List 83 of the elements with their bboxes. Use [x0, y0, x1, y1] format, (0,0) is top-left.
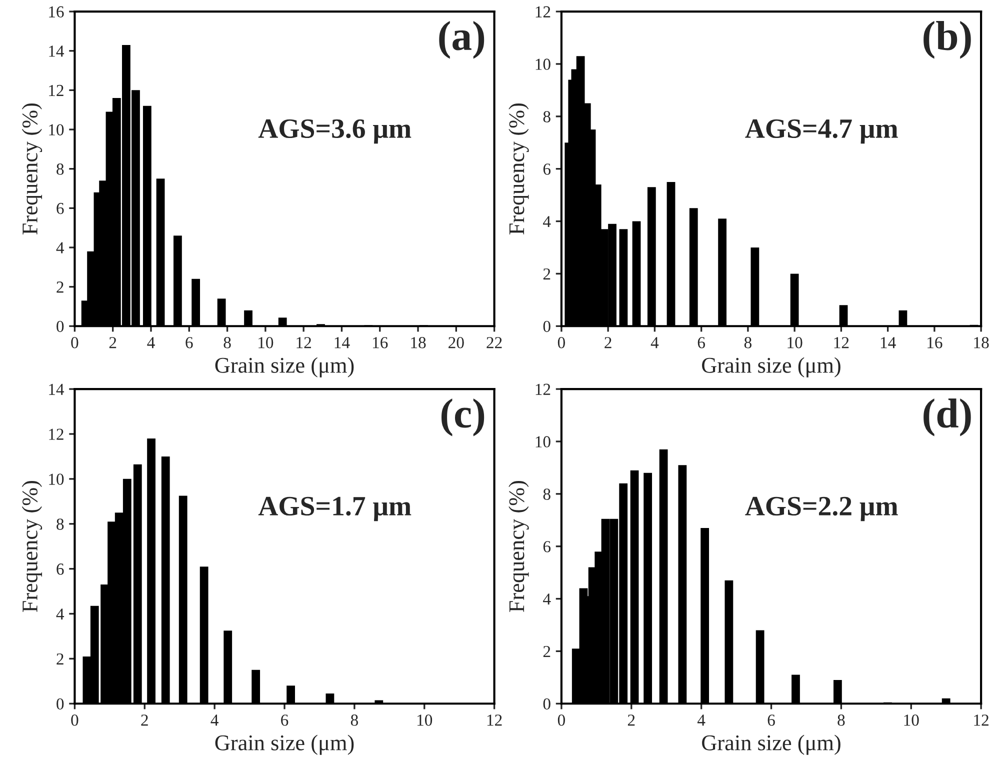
y-tick-label: 8: [56, 518, 64, 530]
y-tick-label: 8: [543, 111, 550, 122]
x-axis-title: Grain size (μm): [215, 734, 354, 755]
x-tick-label: 6: [281, 714, 288, 726]
annotation: (b): [924, 20, 971, 59]
x-tick-label: 10: [788, 337, 802, 348]
x-tick-label: 22: [486, 337, 502, 348]
x-tick-label: 18: [974, 337, 989, 348]
x-tick-label: 10: [258, 337, 274, 348]
x-tick-label: 6: [186, 337, 193, 348]
x-tick-label: 8: [350, 714, 358, 726]
x-tick-label: 4: [650, 337, 659, 348]
y-tick-label: 2: [56, 653, 64, 664]
y-tick-label: 12: [49, 428, 64, 440]
x-tick-label: 8: [224, 337, 231, 348]
y-axis-title: Frequency (%): [508, 103, 529, 235]
y-axis-title: Frequency (%): [22, 103, 42, 235]
x-tick-label: 14: [880, 337, 896, 348]
x-axis-title: Grain size (μm): [702, 734, 840, 755]
y-tick-label: 14: [49, 46, 64, 57]
x-tick-label: 16: [928, 337, 942, 348]
x-tick-label: 0: [71, 714, 78, 726]
y-tick-label: 0: [56, 698, 64, 710]
y-tick-label: 12: [536, 6, 550, 18]
x-tick-label: 12: [974, 714, 988, 726]
x-tick-label: 8: [744, 337, 752, 348]
y-tick-label: 0: [543, 320, 550, 332]
y-tick-label: 6: [543, 164, 551, 175]
x-tick-label: 4: [210, 714, 218, 726]
y-tick-label: 2: [543, 646, 550, 657]
y-tick-label: 10: [49, 124, 64, 136]
x-axis-title: Grain size (μm): [702, 357, 840, 378]
y-tick-label: 8: [543, 488, 550, 500]
x-tick-label: 0: [71, 337, 78, 348]
y-tick-label: 2: [543, 268, 550, 280]
x-tick-label: 20: [448, 337, 464, 348]
x-tick-label: 2: [141, 714, 148, 726]
y-tick-label: 12: [49, 84, 64, 96]
y-tick-label: 10: [49, 474, 64, 485]
y-tick-label: 6: [56, 564, 64, 575]
annotation: AGS=2.2 μm: [745, 496, 898, 522]
annotation: (c): [442, 398, 484, 436]
x-tick-label: 2: [604, 337, 612, 348]
x-tick-label: 2: [628, 714, 635, 726]
y-axis-title: Frequency (%): [22, 480, 42, 612]
y-tick-label: 0: [543, 698, 550, 710]
x-tick-label: 12: [834, 337, 849, 348]
y-tick-label: 14: [49, 384, 64, 395]
x-tick-label: 2: [109, 337, 116, 348]
y-tick-label: 12: [536, 384, 550, 395]
x-tick-label: 12: [487, 714, 502, 726]
x-tick-label: 4: [697, 714, 706, 726]
annotation: (a): [439, 20, 484, 59]
x-axis-title: Grain size (μm): [215, 357, 354, 378]
x-tick-label: 10: [904, 714, 919, 726]
x-tick-label: 12: [296, 337, 311, 348]
y-tick-label: 4: [56, 242, 64, 254]
annotation: AGS=3.6 μm: [258, 119, 412, 144]
x-tick-label: 4: [147, 337, 155, 348]
y-tick-label: 2: [56, 282, 64, 293]
y-tick-label: 4: [56, 608, 64, 620]
y-tick-label: 4: [543, 594, 551, 605]
annotation: AGS=4.7 μm: [745, 119, 898, 144]
y-tick-label: 16: [49, 6, 64, 18]
y-tick-label: 0: [56, 320, 64, 332]
x-tick-label: 0: [558, 714, 565, 726]
y-tick-label: 4: [543, 216, 551, 228]
x-tick-label: 14: [334, 337, 350, 348]
x-tick-label: 0: [558, 337, 565, 348]
y-tick-label: 6: [56, 202, 64, 214]
x-tick-label: 6: [768, 714, 775, 726]
y-tick-label: 6: [543, 541, 551, 552]
x-tick-label: 16: [373, 337, 388, 348]
y-tick-label: 10: [536, 58, 550, 70]
y-tick-label: 10: [536, 436, 550, 448]
y-axis-title: Frequency (%): [508, 480, 529, 612]
x-tick-label: 18: [411, 337, 426, 348]
x-tick-label: 8: [838, 714, 845, 726]
annotation: AGS=1.7 μm: [258, 496, 412, 522]
y-tick-label: 8: [56, 164, 64, 175]
x-tick-label: 6: [698, 337, 705, 348]
x-tick-label: 10: [418, 714, 432, 726]
annotation: (d): [924, 398, 971, 436]
